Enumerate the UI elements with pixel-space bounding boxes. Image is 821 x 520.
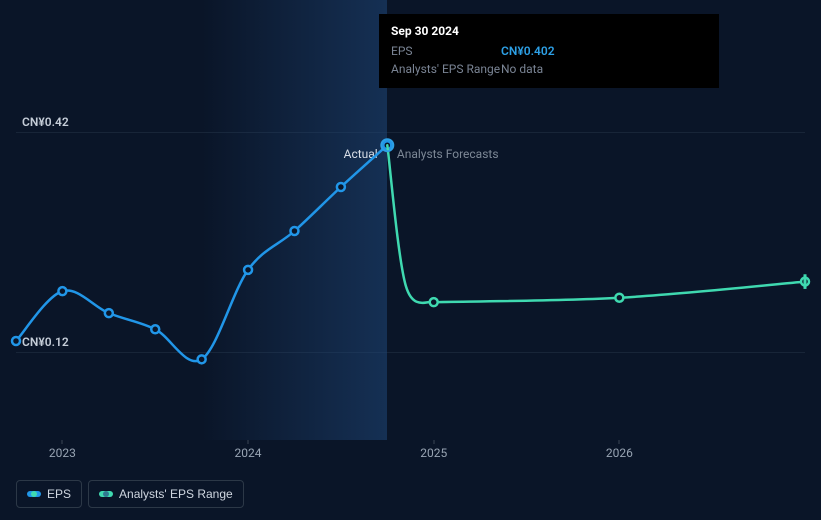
legend-swatch: [99, 491, 113, 497]
tooltip-title: Sep 30 2024: [391, 24, 707, 38]
x-axis: 2023 2024 2025 2026: [16, 446, 805, 468]
x-tick: [619, 440, 620, 444]
tooltip-table: EPSCN¥0.402Analysts' EPS RangeNo data: [391, 42, 707, 78]
x-tick: [248, 440, 249, 444]
legend: EPS Analysts' EPS Range: [16, 480, 244, 508]
tooltip-row-key: Analysts' EPS Range: [391, 60, 501, 78]
tooltip-row-value: No data: [501, 60, 707, 78]
x-axis-label: 2026: [606, 446, 633, 460]
x-tick: [62, 440, 63, 444]
legend-label: Analysts' EPS Range: [119, 487, 233, 501]
tooltip-row-key: EPS: [391, 42, 501, 60]
tooltip-row-value: CN¥0.402: [501, 42, 707, 60]
x-axis-label: 2025: [420, 446, 447, 460]
x-tick: [433, 440, 434, 444]
legend-item[interactable]: Analysts' EPS Range: [88, 480, 244, 508]
legend-item[interactable]: EPS: [16, 480, 82, 508]
x-axis-label: 2024: [235, 446, 262, 460]
hover-tooltip: Sep 30 2024 EPSCN¥0.402Analysts' EPS Ran…: [379, 14, 719, 88]
legend-label: EPS: [47, 487, 71, 501]
x-axis-label: 2023: [49, 446, 76, 460]
legend-swatch: [27, 491, 41, 497]
